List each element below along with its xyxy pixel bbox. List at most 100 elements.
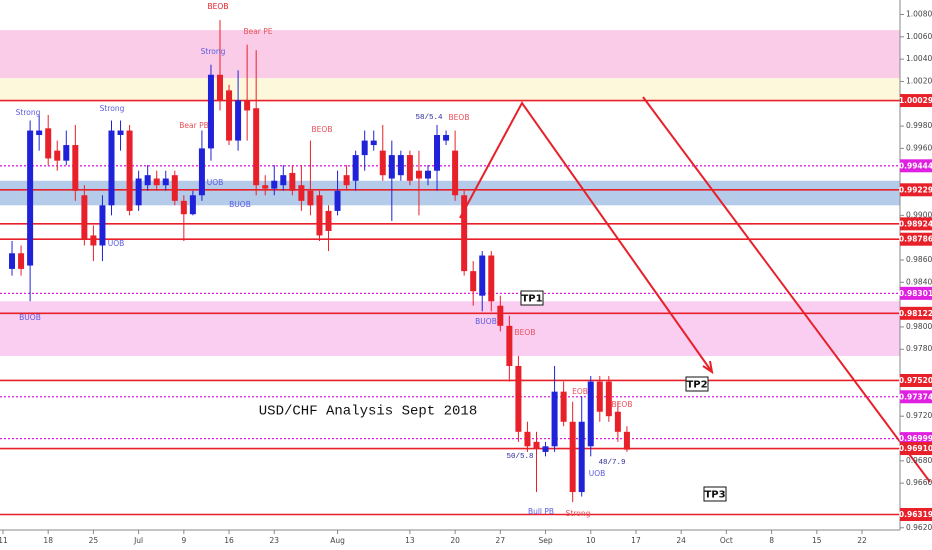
zone — [0, 78, 900, 101]
projection-line — [459, 101, 713, 373]
candle-body — [126, 130, 133, 211]
annotation: 58/5.4 — [415, 114, 443, 122]
candle-body — [63, 145, 70, 161]
candle-body — [605, 381, 612, 417]
annotation: UOB — [108, 239, 125, 248]
candle-body — [244, 100, 251, 111]
level-label: 0.98924 — [899, 219, 932, 228]
levels — [0, 99, 900, 516]
x-tick-label: Jul — [133, 536, 143, 545]
level-label-box — [900, 390, 932, 404]
candle-body — [235, 100, 242, 141]
candle-body — [352, 155, 359, 181]
candle-body — [262, 185, 269, 189]
level-label: 0.96999 — [899, 434, 932, 443]
candle-body — [307, 190, 314, 206]
x-tick-label: 23 — [269, 536, 279, 545]
annotation: BEOB — [208, 2, 229, 11]
tp-label: TP3 — [704, 490, 725, 501]
candle-body — [189, 195, 196, 215]
candle-body — [524, 431, 531, 447]
annotation: BUOB — [475, 317, 497, 326]
x-tick-label: 27 — [496, 536, 506, 545]
x-tick-label: Sep — [538, 536, 552, 545]
annotation: UOB — [589, 469, 606, 478]
x-tick-label: 8 — [769, 536, 774, 545]
annotation: BEOB — [312, 125, 333, 134]
candle-body — [334, 190, 341, 211]
candle-body — [452, 150, 459, 196]
y-tick-label: 1.00800 — [906, 10, 932, 19]
candle-body — [361, 140, 368, 156]
candle-body — [623, 431, 630, 450]
candle-body — [461, 195, 468, 272]
candle-body — [488, 255, 495, 302]
annotation: BEOB — [449, 113, 470, 122]
candle-body — [144, 175, 151, 186]
candle-body — [370, 140, 377, 146]
level-label: 0.97520 — [899, 376, 932, 385]
candle-body — [569, 421, 576, 493]
level-label: 0.98301 — [899, 289, 932, 298]
level-label-box — [900, 232, 932, 246]
candle-body — [45, 128, 52, 159]
candle-body — [108, 130, 115, 206]
candle-body — [90, 235, 97, 246]
candle-body — [533, 441, 540, 449]
annotation: Bear PB — [179, 121, 209, 130]
annotation: BEOB — [515, 328, 536, 337]
tp-label: TP2 — [686, 380, 707, 391]
level-label-box — [900, 94, 932, 108]
annotation: BUOB — [229, 200, 251, 209]
y-tick-label: 1.00600 — [906, 32, 932, 41]
x-tick-label: 22 — [857, 536, 867, 545]
zone — [0, 30, 900, 79]
level-label: 0.96910 — [899, 444, 932, 453]
candle-body — [117, 130, 124, 136]
candle-body — [596, 381, 603, 412]
level-label: 0.97374 — [899, 392, 932, 401]
x-tick-label: 17 — [631, 536, 641, 545]
x-tick-label: 10 — [586, 536, 596, 545]
y-tick-label: 1.00400 — [906, 54, 932, 63]
x-tick-label: 20 — [450, 536, 460, 545]
annotation: Bear PE — [243, 27, 272, 36]
candle-body — [226, 90, 233, 141]
candle-body — [36, 130, 43, 136]
candle-body — [162, 178, 169, 186]
annotation: EOB — [572, 387, 588, 396]
candle-body — [397, 155, 404, 176]
x-tick-label: 16 — [224, 536, 234, 545]
candle-body — [298, 185, 305, 201]
level-label-box — [900, 432, 932, 446]
candle-body — [470, 271, 477, 292]
candle-body — [289, 172, 296, 191]
level-label-box — [900, 442, 932, 456]
candle-body — [479, 255, 486, 296]
level-label: 0.99229 — [899, 185, 932, 194]
candle-body — [99, 205, 106, 246]
chart-title: USD/CHF Analysis Sept 2018 — [259, 404, 477, 420]
tp-labels: TP1 TP2 TP3 — [520, 290, 727, 502]
level-label-box — [900, 507, 932, 521]
candle-body — [54, 150, 61, 161]
candle-body — [542, 446, 549, 452]
candle-body — [415, 170, 422, 179]
candle-body — [506, 325, 513, 366]
tp-box — [703, 486, 727, 502]
annotation: Strong — [201, 47, 226, 56]
level-label: 0.98122 — [899, 309, 932, 318]
x-tick-label: Aug — [330, 536, 345, 545]
trend-line — [642, 96, 931, 483]
annotation: 48/7.9 — [598, 459, 625, 467]
zone — [0, 180, 900, 206]
x-tick-label: 24 — [676, 536, 686, 545]
zones — [0, 30, 900, 356]
candle-body — [406, 155, 413, 181]
